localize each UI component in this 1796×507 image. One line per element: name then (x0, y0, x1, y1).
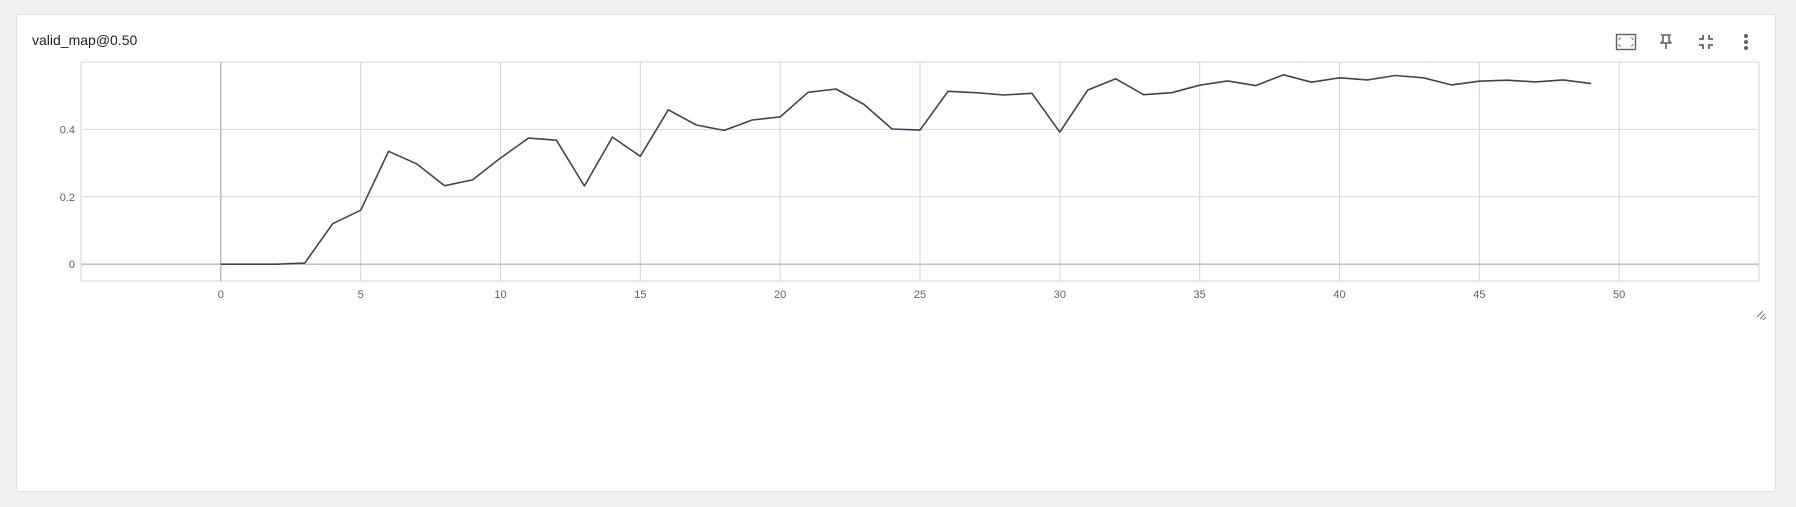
pin-icon (1660, 34, 1672, 49)
x-tick-label: 0 (218, 289, 224, 301)
more-options-button[interactable] (1733, 29, 1759, 55)
x-tick-label: 20 (774, 289, 786, 301)
data-point[interactable] (386, 148, 392, 154)
x-tick-label: 10 (494, 289, 506, 301)
data-point[interactable] (1504, 77, 1510, 83)
data-point[interactable] (1113, 76, 1119, 82)
data-point[interactable] (498, 155, 504, 161)
data-point[interactable] (665, 107, 671, 113)
data-point[interactable] (945, 88, 951, 94)
x-tick-label: 35 (1194, 289, 1206, 301)
data-point[interactable] (218, 261, 224, 267)
data-point[interactable] (693, 122, 699, 128)
x-tick-label: 25 (914, 289, 926, 301)
data-point[interactable] (1420, 75, 1426, 81)
data-point[interactable] (302, 260, 308, 266)
data-point[interactable] (442, 183, 448, 189)
data-point[interactable] (637, 153, 643, 159)
data-point[interactable] (1364, 77, 1370, 83)
data-point[interactable] (1560, 77, 1566, 83)
more-vert-icon (1744, 34, 1748, 50)
collapse-button[interactable] (1693, 29, 1719, 55)
fit-domain-icon (1615, 33, 1637, 51)
data-point[interactable] (1476, 78, 1482, 84)
data-point[interactable] (553, 137, 559, 143)
data-point[interactable] (1253, 83, 1259, 89)
data-point[interactable] (721, 127, 727, 133)
data-point[interactable] (330, 221, 336, 227)
y-tick-label: 0 (69, 259, 75, 271)
data-point[interactable] (1141, 92, 1147, 98)
data-point[interactable] (1448, 82, 1454, 88)
data-point[interactable] (525, 135, 531, 141)
data-point[interactable] (777, 114, 783, 120)
data-point[interactable] (1085, 87, 1091, 93)
data-point[interactable] (973, 90, 979, 96)
data-point[interactable] (358, 207, 364, 213)
data-point[interactable] (1309, 79, 1315, 85)
y-tick-label: 0.4 (60, 124, 75, 136)
data-point[interactable] (1001, 92, 1007, 98)
data-point[interactable] (274, 261, 280, 267)
data-point[interactable] (1029, 90, 1035, 96)
x-tick-label: 15 (634, 289, 646, 301)
data-point[interactable] (917, 127, 923, 133)
data-point[interactable] (1532, 79, 1538, 85)
y-tick-label: 0.2 (60, 192, 75, 204)
data-point[interactable] (861, 101, 867, 107)
data-point[interactable] (414, 161, 420, 167)
data-point[interactable] (1588, 81, 1594, 87)
resize-handle[interactable] (1756, 310, 1767, 321)
pin-button[interactable] (1653, 29, 1679, 55)
data-point[interactable] (1225, 78, 1231, 84)
data-point[interactable] (1337, 75, 1343, 81)
fit-domain-button[interactable] (1613, 29, 1639, 55)
data-point[interactable] (581, 183, 587, 189)
data-point[interactable] (1281, 72, 1287, 78)
card-title: valid_map@0.50 (32, 32, 138, 48)
x-tick-label: 50 (1613, 289, 1625, 301)
x-tick-label: 45 (1473, 289, 1485, 301)
data-point[interactable] (470, 177, 476, 183)
card-toolbar (1613, 29, 1759, 55)
data-point[interactable] (749, 117, 755, 123)
collapse-icon (1699, 35, 1713, 49)
data-point[interactable] (805, 89, 811, 95)
data-point[interactable] (609, 134, 615, 140)
data-point[interactable] (1197, 82, 1203, 88)
x-tick-label: 40 (1333, 289, 1345, 301)
data-point[interactable] (1057, 129, 1063, 135)
data-point[interactable] (1169, 90, 1175, 96)
series-line (220, 73, 1592, 265)
data-point[interactable] (246, 261, 252, 267)
line-chart[interactable]: 0 5 10 15 20 25 30 35 40 45 50 0 0.2 0.4 (17, 15, 1775, 491)
x-tick-label: 5 (358, 289, 364, 301)
data-point[interactable] (833, 86, 839, 92)
data-point[interactable] (1392, 72, 1398, 78)
x-tick-label: 30 (1054, 289, 1066, 301)
chart-card: valid_map@0.50 0 5 10 15 (16, 14, 1776, 492)
data-point[interactable] (889, 126, 895, 132)
